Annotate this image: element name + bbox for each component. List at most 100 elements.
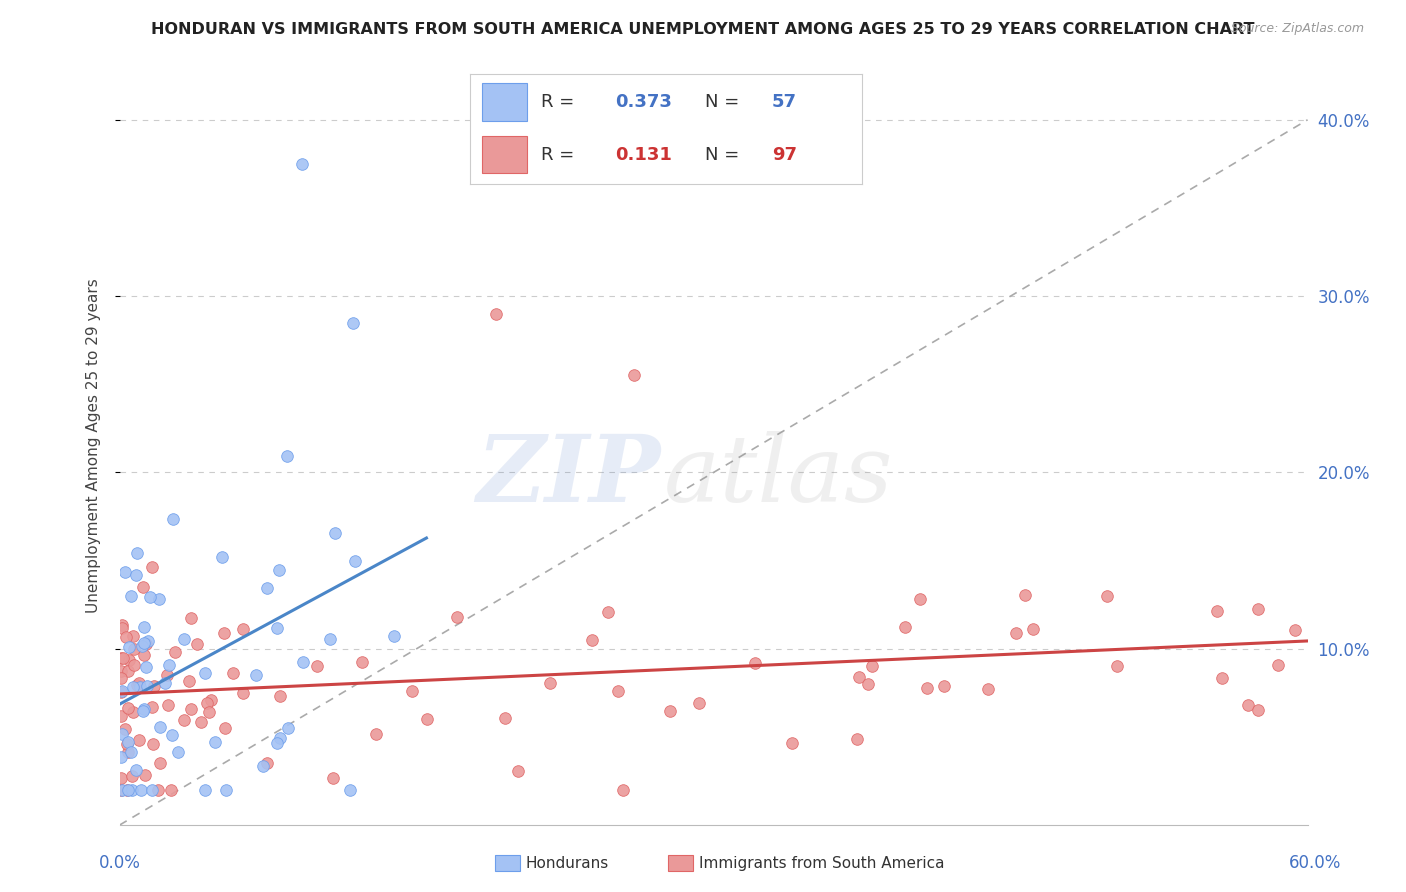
Point [232,623,254,637]
Point [117,782,139,797]
Point [135,660,157,674]
Point [157,657,180,672]
Point [323,526,346,541]
Point [111,782,134,797]
Point [339,782,361,797]
Point [382,629,405,643]
Point [1105,659,1128,673]
Point [343,554,366,568]
Point [212,626,235,640]
Point [160,782,183,797]
Point [612,782,634,797]
Point [1267,658,1289,673]
Point [120,745,142,759]
Point [110,709,132,723]
Point [1014,589,1036,603]
Point [110,685,132,699]
Point [132,580,155,594]
Point [277,721,299,735]
Point [128,676,150,690]
Point [125,567,148,582]
Point [269,690,291,704]
Point [1095,590,1118,604]
Point [134,620,156,634]
Point [245,668,267,682]
Point [122,680,145,694]
Point [1211,671,1233,685]
Point [186,637,208,651]
Point [276,450,298,464]
Point [125,678,148,692]
Point [198,705,221,719]
Point [118,653,141,667]
Point [266,621,288,635]
Point [232,686,254,700]
Point [744,656,766,670]
Point [401,684,423,698]
Point [366,727,388,741]
Point [485,307,508,321]
Point [194,666,217,681]
Point [494,711,516,725]
Point [110,671,132,685]
Point [142,737,165,751]
Point [269,563,291,577]
Point [156,668,179,682]
Point [848,670,870,684]
Point [141,700,163,714]
Point [110,617,132,632]
Point [1247,602,1270,616]
Point [129,782,152,797]
Point [163,645,186,659]
Point [607,684,630,698]
Point [291,157,314,171]
Point [122,657,145,672]
Point [134,768,156,782]
Point [177,673,200,688]
Point [115,737,138,751]
Point [110,750,132,764]
Text: ZIP: ZIP [475,432,659,521]
Point [856,677,879,691]
Point [538,676,561,690]
Point [266,736,288,750]
Point [598,605,620,619]
Point [173,632,195,646]
Point [129,680,152,694]
Text: HONDURAN VS IMMIGRANTS FROM SOUTH AMERICA UNEMPLOYMENT AMONG AGES 25 TO 29 YEARS: HONDURAN VS IMMIGRANTS FROM SOUTH AMERIC… [152,22,1254,37]
Text: 60.0%: 60.0% [1288,855,1341,872]
Point [111,684,134,698]
Point [160,728,183,742]
Point [846,731,869,746]
Point [318,632,340,646]
Point [131,704,153,718]
Point [121,769,143,783]
Point [307,658,329,673]
Point [149,721,172,735]
Point [934,679,956,693]
Point [252,758,274,772]
Point [180,701,202,715]
Point [204,735,226,749]
Point [155,675,177,690]
Point [134,701,156,715]
Point [139,590,162,604]
Point [117,782,139,797]
Y-axis label: Unemployment Among Ages 25 to 29 years: Unemployment Among Ages 25 to 29 years [86,278,101,614]
Point [114,630,136,644]
Point [222,666,245,681]
Point [131,640,153,654]
Point [1237,698,1260,713]
Point [132,636,155,650]
Point [322,771,344,785]
Point [141,782,163,797]
Point [194,782,217,797]
Point [200,693,222,707]
Point [162,512,184,526]
Point [688,696,710,710]
Point [117,745,139,759]
Point [1284,623,1306,637]
Point [269,731,291,745]
Point [658,704,681,718]
Point [118,640,141,654]
